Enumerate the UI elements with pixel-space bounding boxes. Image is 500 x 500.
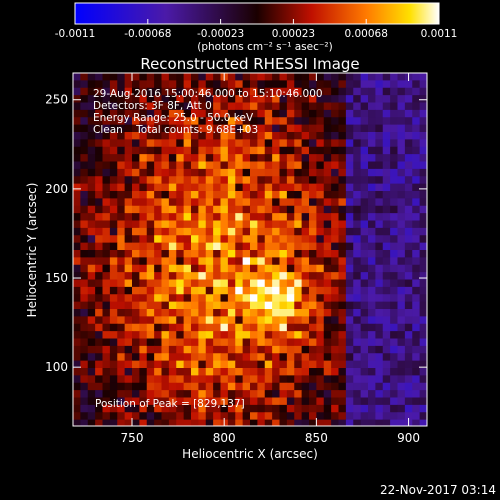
colorbar-tick-label: 0.0011 [421, 28, 458, 40]
colorbar-tick-label: 0.00023 [272, 28, 315, 40]
y-axis-label: Heliocentric Y (arcsec) [25, 183, 39, 318]
colorbar-units-label: (photons cm⁻² s⁻¹ asec⁻²) [197, 41, 332, 53]
annotation-block: 29-Aug-2016 15:00:46.000 to 15:10:46.000… [93, 88, 323, 136]
y-axis-ticks: 100 150 200 250 [45, 93, 427, 374]
annotation-energy-range: Energy Range: 25.0 - 50.0 keV [93, 112, 254, 124]
colorbar-ticks: -0.0011 -0.00068 -0.00023 0.00023 0.00068 0.0… [55, 19, 458, 40]
chart-title: Reconstructed RHESSI Image [140, 55, 359, 73]
x-axis-ticks: 750 800 850 900 [121, 73, 420, 445]
colorbar-gradient [74, 2, 440, 25]
x-tick-label: 800 [213, 431, 236, 445]
peak-position-label: Position of Peak = [829,137] [95, 398, 245, 410]
colorbar-tick-label: -0.0011 [55, 28, 96, 40]
x-axis-label: Heliocentric X (arcsec) [182, 447, 318, 461]
colorbar-tick-label: -0.00023 [197, 28, 244, 40]
annotation-clean-counts: Clean Total counts: 9.68E+03 [93, 124, 258, 136]
footer-timestamp: 22-Nov-2017 03:14 [380, 483, 496, 497]
x-tick-label: 750 [121, 431, 144, 445]
plot-frame [72, 72, 428, 427]
y-tick-label: 100 [45, 360, 68, 374]
colorbar-tick-label: -0.00068 [124, 28, 171, 40]
x-tick-label: 850 [305, 431, 328, 445]
y-tick-label: 200 [45, 182, 68, 196]
annotation-time-range: 29-Aug-2016 15:00:46.000 to 15:10:46.000 [93, 88, 323, 100]
heatmap-image [73, 73, 427, 426]
y-tick-label: 250 [45, 93, 68, 107]
y-tick-label: 150 [45, 271, 68, 285]
colorbar-tick-label: 0.00068 [344, 28, 387, 40]
colorbar: -0.0011 -0.00068 -0.00023 0.00023 0.00068 0.0… [55, 2, 458, 53]
annotation-detectors: Detectors: 3F 8F, Att 0 [93, 100, 212, 112]
x-tick-label: 900 [397, 431, 420, 445]
